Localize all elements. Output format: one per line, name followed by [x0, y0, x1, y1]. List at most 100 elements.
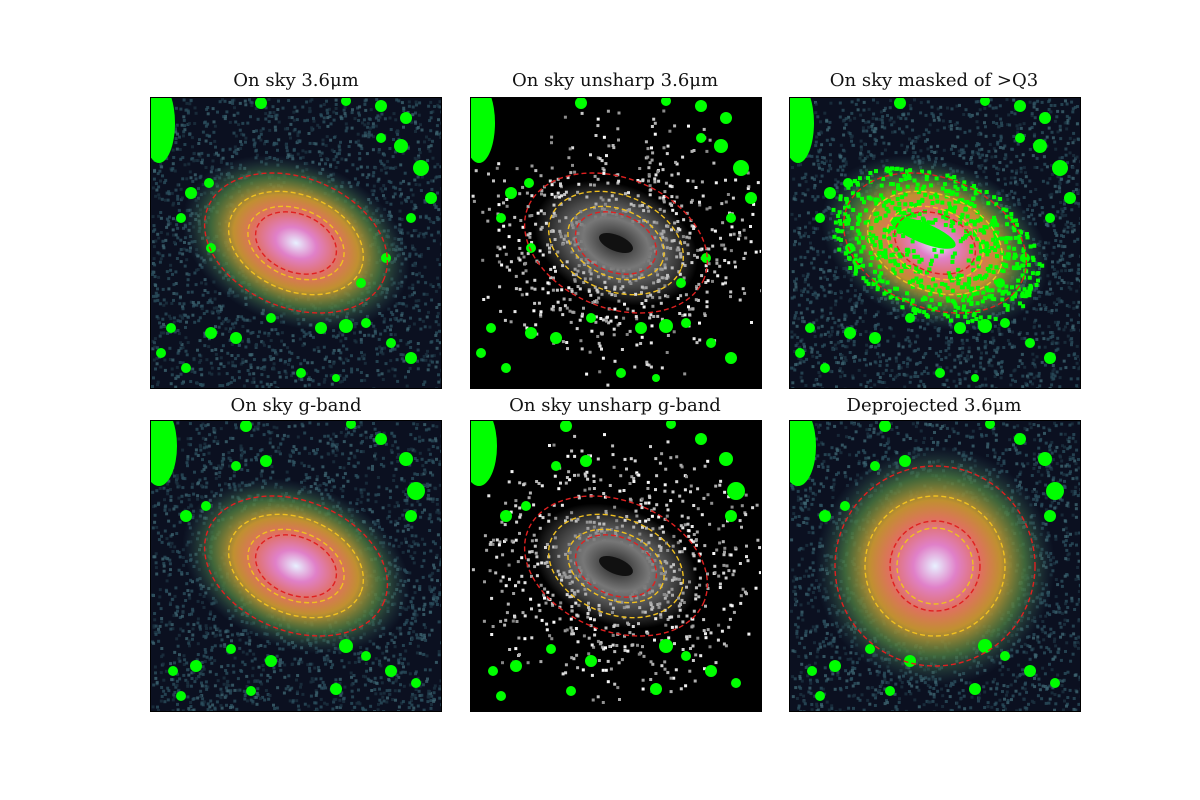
mask-blob	[151, 421, 177, 486]
mask-blob	[405, 510, 417, 522]
isophote-ellipse	[864, 495, 1006, 637]
mask-blob	[1044, 510, 1056, 522]
mask-blob	[386, 338, 396, 348]
mask-blob	[315, 322, 327, 334]
galaxy-core	[815, 446, 1055, 686]
mask-blob	[865, 644, 875, 654]
mask-blob	[486, 323, 496, 333]
isophote-ellipse	[254, 211, 338, 275]
mask-blob	[1033, 139, 1047, 153]
isophote-ellipse	[886, 205, 984, 281]
mask-blob	[666, 421, 676, 429]
mask-blob	[1000, 651, 1010, 661]
mask-blob	[521, 501, 531, 511]
mask-blob	[471, 421, 497, 486]
mask-blob	[413, 160, 429, 176]
mask-blob	[405, 352, 417, 364]
mask-blob	[719, 452, 733, 466]
panel-title-3: On sky masked of >Q3	[829, 70, 1039, 91]
mask-blob	[815, 213, 825, 223]
mask-blob	[879, 421, 891, 432]
mask-blob	[844, 327, 856, 339]
mask-blob	[1039, 112, 1051, 124]
mask-blob	[726, 213, 736, 223]
mask-blob	[550, 332, 562, 344]
mask-blob	[400, 112, 412, 124]
mask-blob	[201, 501, 211, 511]
isophote-ellipse	[866, 190, 1004, 296]
mask-blob	[205, 327, 217, 339]
mask-blob	[551, 461, 561, 471]
mask-blob	[695, 100, 707, 112]
mask-blob	[394, 139, 408, 153]
mask-blob	[733, 160, 749, 176]
mask-blob	[231, 461, 241, 471]
galaxy-image	[790, 98, 1080, 388]
mask-blob	[206, 243, 216, 253]
mask-blob	[525, 327, 537, 339]
mask-blob	[745, 192, 757, 204]
mask-blob	[330, 683, 342, 695]
panel-image-4	[150, 420, 442, 712]
mask-blob	[706, 338, 716, 348]
mask-blob	[829, 660, 841, 672]
mask-blob	[255, 98, 267, 109]
mask-blob	[246, 686, 256, 696]
mask-blob	[181, 363, 191, 373]
mask-blob	[840, 501, 850, 511]
isophote-ellipse	[227, 513, 365, 619]
panel-image-5	[470, 420, 762, 712]
isophote-ellipse	[574, 211, 658, 275]
mask-blob	[870, 461, 880, 471]
mask-blob	[843, 178, 853, 188]
mask-blob	[676, 278, 686, 288]
mask-blob	[650, 683, 662, 695]
mask-blob	[899, 455, 911, 467]
mask-blob	[1046, 482, 1064, 500]
mask-blob	[230, 332, 242, 344]
isophote-ellipse	[842, 172, 1028, 314]
panel-title-1: On sky 3.6μm	[233, 70, 359, 91]
isophote-ellipse	[254, 534, 338, 598]
isophote-ellipse	[834, 465, 1036, 667]
mask-blob	[845, 243, 855, 253]
mask-blob	[376, 133, 386, 143]
isophote-ellipse	[547, 190, 685, 296]
galaxy-image	[151, 421, 441, 711]
mask-blob	[190, 660, 202, 672]
isophote-ellipse	[574, 534, 658, 598]
mask-blob	[260, 455, 272, 467]
mask-blob	[681, 318, 691, 328]
mask-blob	[560, 421, 572, 432]
mask-blob	[727, 482, 745, 500]
mask-blob	[176, 213, 186, 223]
mask-blob	[488, 666, 498, 676]
panel-title-5: On sky unsharp g-band	[509, 395, 721, 416]
mask-blob	[332, 374, 340, 382]
mask-blob	[406, 213, 416, 223]
mask-blob	[731, 678, 741, 688]
mask-blob	[1064, 192, 1076, 204]
mask-blob	[575, 98, 587, 109]
mask-blob	[995, 278, 1005, 288]
mask-blob	[381, 253, 391, 263]
isophote-ellipse	[893, 211, 977, 275]
mask-blob	[824, 187, 836, 199]
panel-image-1	[150, 97, 442, 389]
mask-blob	[166, 323, 176, 333]
mask-blob	[1024, 665, 1036, 677]
mask-blob	[151, 98, 175, 163]
mask-blob	[361, 651, 371, 661]
isophote-ellipse	[203, 495, 389, 637]
mask-blob	[296, 368, 306, 378]
mask-blob	[341, 98, 351, 106]
mask-blob	[790, 421, 816, 486]
mask-blob	[819, 510, 831, 522]
isophote-ellipse	[247, 528, 345, 604]
isophote-ellipse	[896, 527, 974, 605]
mask-blob	[807, 666, 817, 676]
galaxy-image	[471, 421, 761, 711]
mask-blob	[204, 178, 214, 188]
mask-blob	[905, 313, 915, 323]
mask-blob	[971, 374, 979, 382]
